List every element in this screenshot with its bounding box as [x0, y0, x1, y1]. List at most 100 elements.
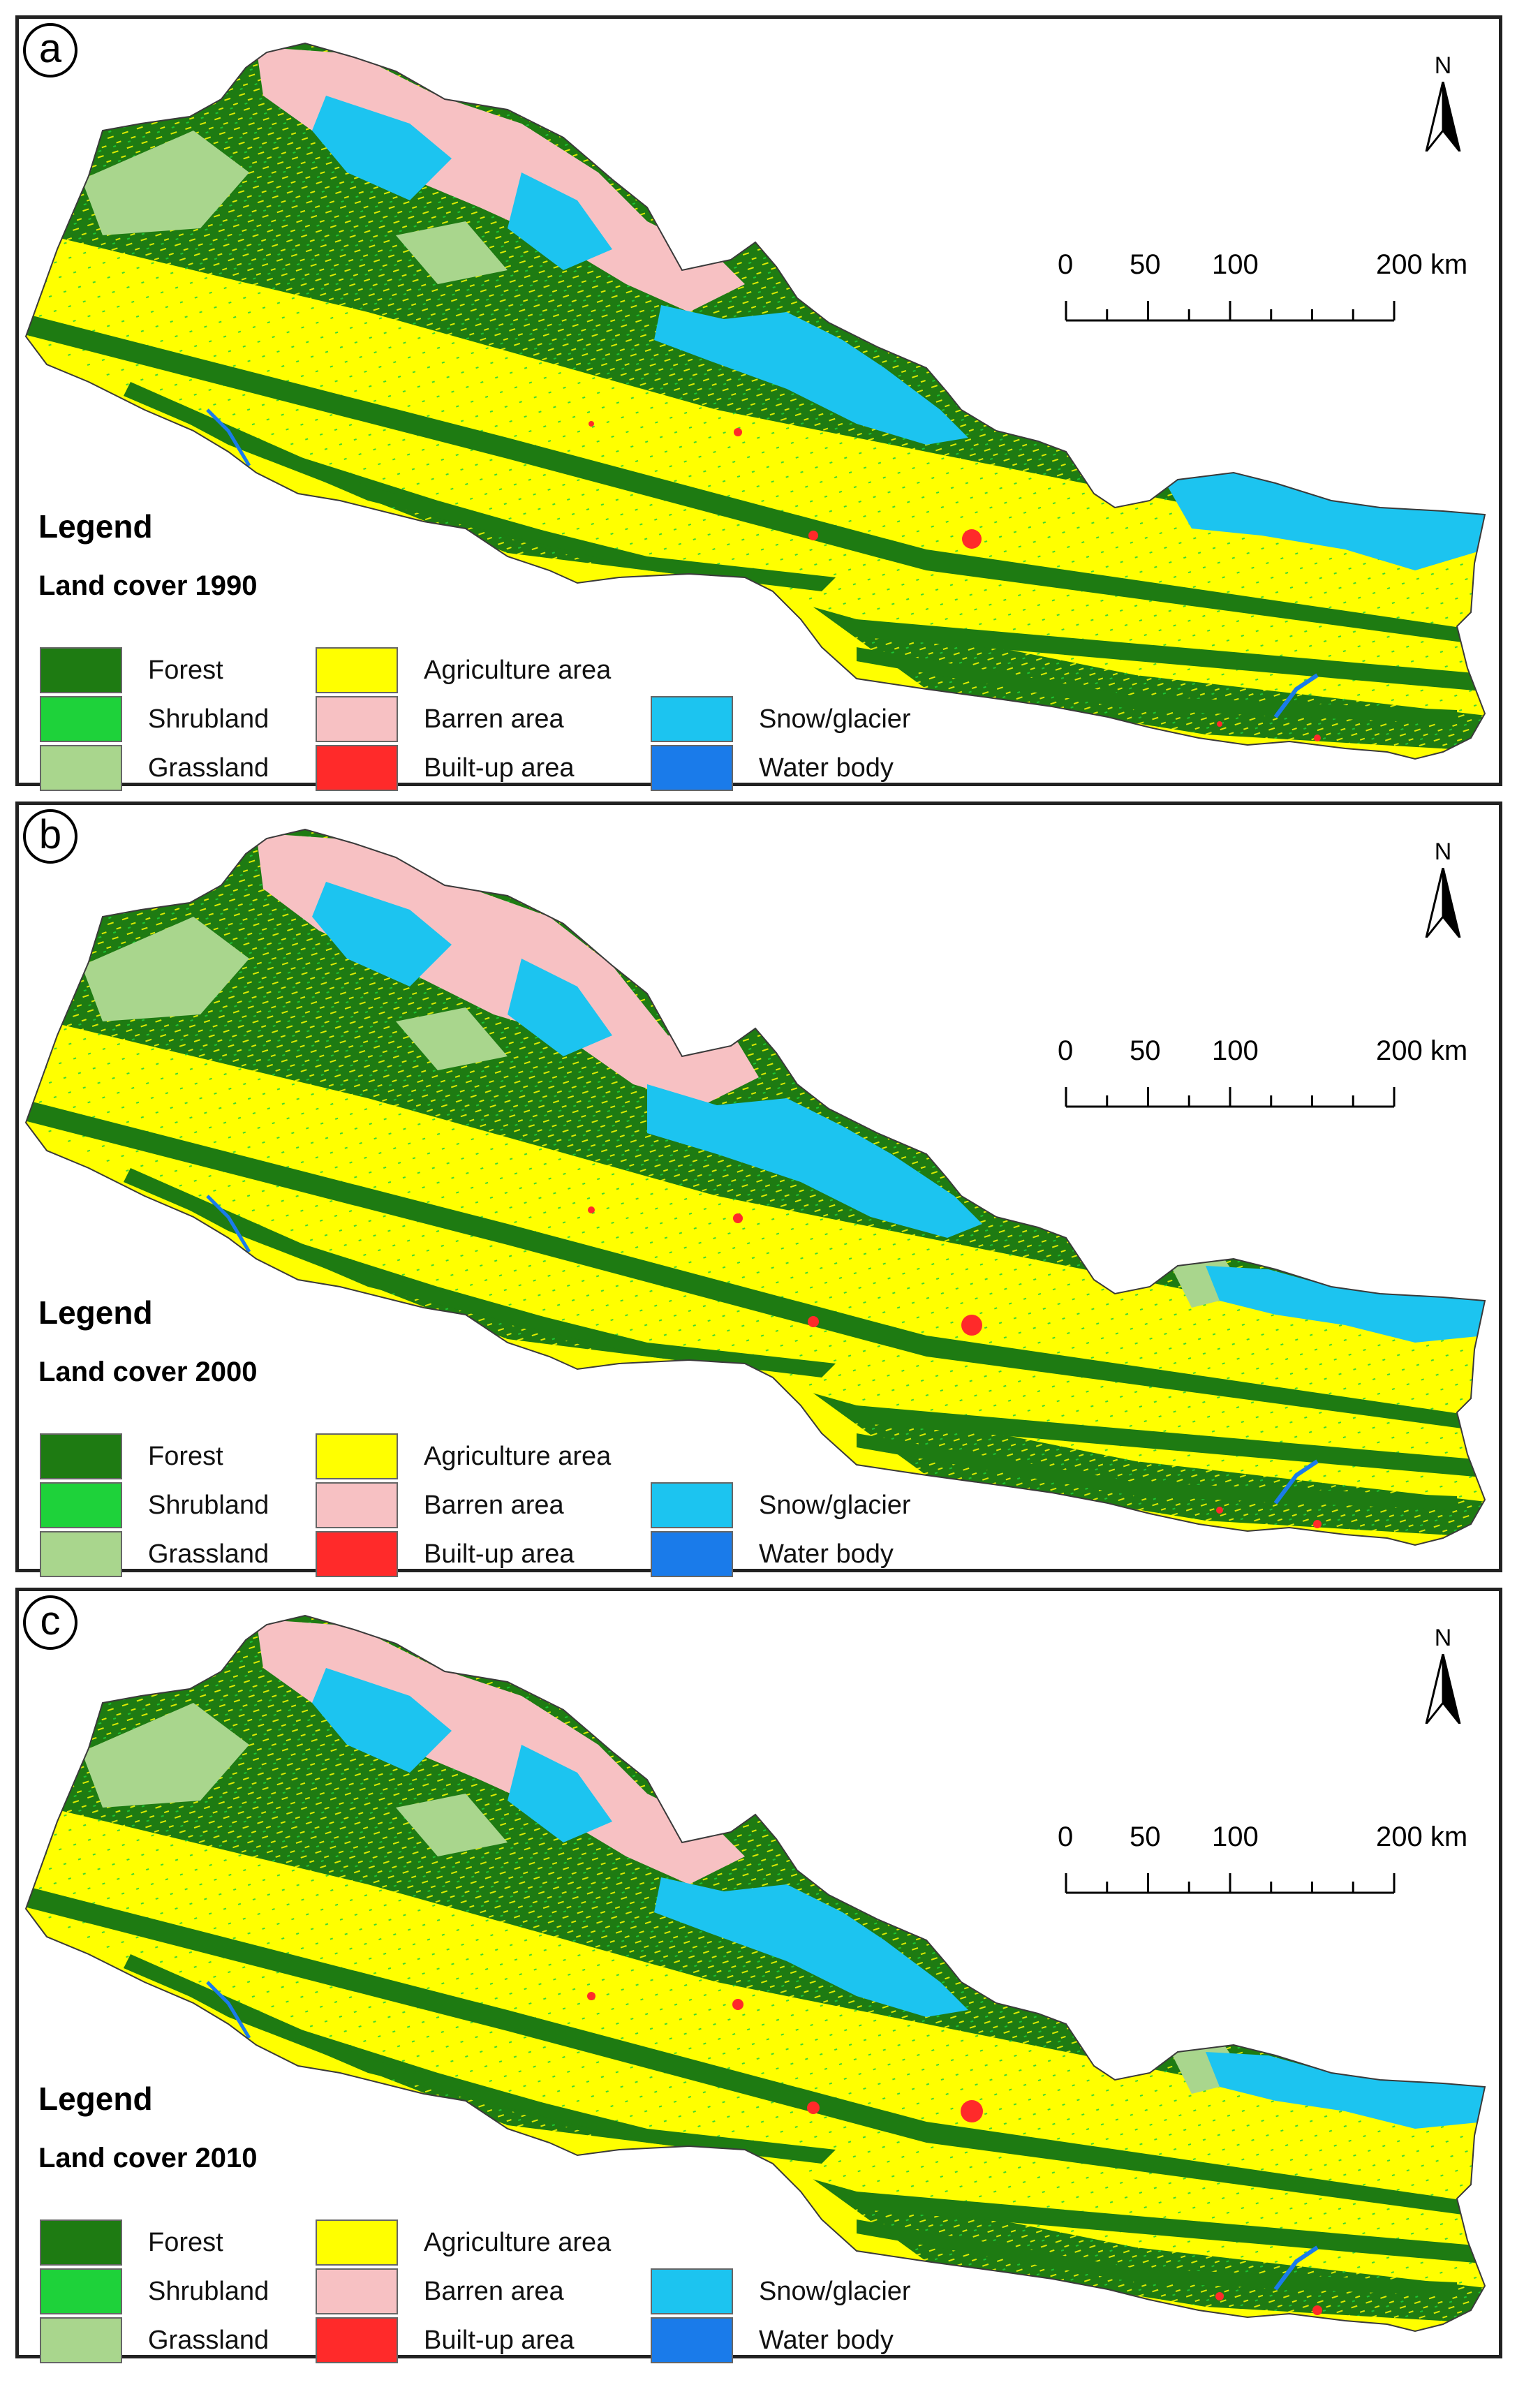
scale-tick-label: 0 [1058, 1822, 1074, 1852]
legend-swatch [316, 745, 398, 791]
scale-bar: 0 50 100 200 km [1058, 1822, 1467, 1912]
scale-bar-line [1065, 301, 1396, 322]
built-up-area [1215, 2292, 1224, 2300]
built-up-area [808, 1316, 819, 1327]
scale-bar: 0 50 100 200 km [1058, 1035, 1467, 1126]
built-up-area [961, 1315, 982, 1336]
legend-swatch [316, 1433, 398, 1479]
legend-title: Legend [38, 508, 153, 545]
legend-swatch [40, 2268, 122, 2314]
legend-label: Snow/glacier [759, 704, 911, 734]
legend-swatch [40, 2219, 122, 2266]
legend-label: Agriculture area [424, 2228, 612, 2257]
legend-label: Snow/glacier [759, 1491, 911, 1520]
scale-tick-label: 50 [1130, 1035, 1161, 1066]
scale-tick-label: 100 [1212, 1035, 1259, 1066]
north-arrow: N [1415, 1625, 1471, 1729]
legend-label: Barren area [424, 704, 564, 734]
scale-tick-label: 0 [1058, 249, 1074, 280]
legend-label: Agriculture area [424, 1442, 612, 1471]
legend-swatch [316, 1482, 398, 1528]
water-body [1273, 1459, 1319, 1505]
built-up-area [992, 2271, 1000, 2280]
grassland-patch [396, 1794, 508, 1856]
legend-swatch [316, 2317, 398, 2363]
legend-swatch [651, 1531, 733, 1577]
land-cover-map [24, 42, 1486, 760]
snow-glacier [508, 172, 612, 270]
legend-swatch [651, 2317, 733, 2363]
north-arrow-icon [1425, 1654, 1461, 1724]
legend-subtitle: Land cover 2000 [38, 1357, 258, 1387]
legend-label: Built-up area [424, 753, 575, 783]
snow-glacier [647, 1084, 982, 1238]
land-cover-regions [26, 43, 1485, 759]
built-up-area [1217, 721, 1222, 727]
built-up-area [588, 1206, 595, 1213]
land-cover-regions [26, 1616, 1485, 2331]
legend-swatch [316, 696, 398, 742]
forest-ridge [26, 1098, 1485, 1433]
panel-label: b [23, 809, 77, 864]
forest-siwalik [124, 1954, 836, 2164]
snow-glacier [312, 96, 452, 200]
snow-glacier [508, 959, 612, 1056]
legend-label: Barren area [424, 1491, 564, 1520]
forest-siwalik [857, 647, 1457, 724]
north-label: N [1434, 839, 1452, 865]
map-panel: a N 0 50 100 200 km Legend Land cover 1990 Fores… [15, 15, 1502, 791]
built-up-area [734, 428, 742, 436]
grassland-patch [396, 1007, 508, 1070]
forest-siwalik [857, 1433, 1457, 1510]
grassland-patch [82, 131, 249, 235]
legend-label: Grassland [148, 753, 269, 783]
legend-label: Grassland [148, 2326, 269, 2355]
forest-siwalik [124, 1168, 836, 1377]
snow-glacier [312, 882, 452, 987]
legend-swatch [40, 1433, 122, 1479]
forest-siwalik [124, 382, 836, 591]
forest-ridge [26, 1884, 1485, 2219]
legend-label: Agriculture area [424, 656, 612, 685]
built-up-area [1312, 2305, 1322, 2315]
map-panel: c N 0 50 100 200 km Legend Land cover 2010 Fores… [15, 1588, 1502, 2363]
north-label: N [1434, 1625, 1452, 1651]
land-cover-map [24, 828, 1486, 1546]
legend-swatch [40, 2317, 122, 2363]
country-border [24, 1614, 1486, 2333]
legend-swatch [316, 2268, 398, 2314]
legend-swatch [651, 696, 733, 742]
built-up-area [993, 700, 999, 706]
built-up-area [587, 1992, 595, 2000]
snow-glacier [1206, 2052, 1485, 2129]
built-up-area [732, 1999, 743, 2010]
water-body [1273, 2245, 1319, 2291]
legend-label: Built-up area [424, 1539, 575, 1569]
legend-label: Forest [148, 656, 223, 685]
legend-subtitle: Land cover 2010 [38, 2143, 258, 2173]
snow-glacier [1164, 466, 1485, 570]
scale-tick-label: 50 [1130, 1822, 1161, 1852]
grassland-patch [82, 1703, 249, 1808]
built-up-area [1313, 1520, 1322, 1528]
legend-swatch [40, 745, 122, 791]
water-body [206, 408, 251, 467]
scale-tick-label: 200 km [1376, 1035, 1468, 1066]
panel-label: c [23, 1595, 77, 1650]
scale-tick-label: 50 [1130, 249, 1161, 280]
legend-subtitle: Land cover 1990 [38, 570, 258, 601]
scale-tick-label: 200 km [1376, 249, 1468, 280]
water-body [206, 1195, 251, 1253]
north-label: N [1434, 52, 1452, 79]
water-body [206, 1981, 251, 2039]
scale-bar-line [1065, 1087, 1396, 1108]
legend-swatch [651, 745, 733, 791]
panel-label: a [23, 23, 77, 77]
forest-ridge [26, 312, 1485, 647]
snow-glacier [508, 1745, 612, 1842]
legend-swatch [316, 1531, 398, 1577]
built-up-area [961, 2100, 983, 2122]
scale-tick-label: 200 km [1376, 1822, 1468, 1852]
snow-glacier [312, 1668, 452, 1773]
north-arrow: N [1415, 52, 1471, 157]
